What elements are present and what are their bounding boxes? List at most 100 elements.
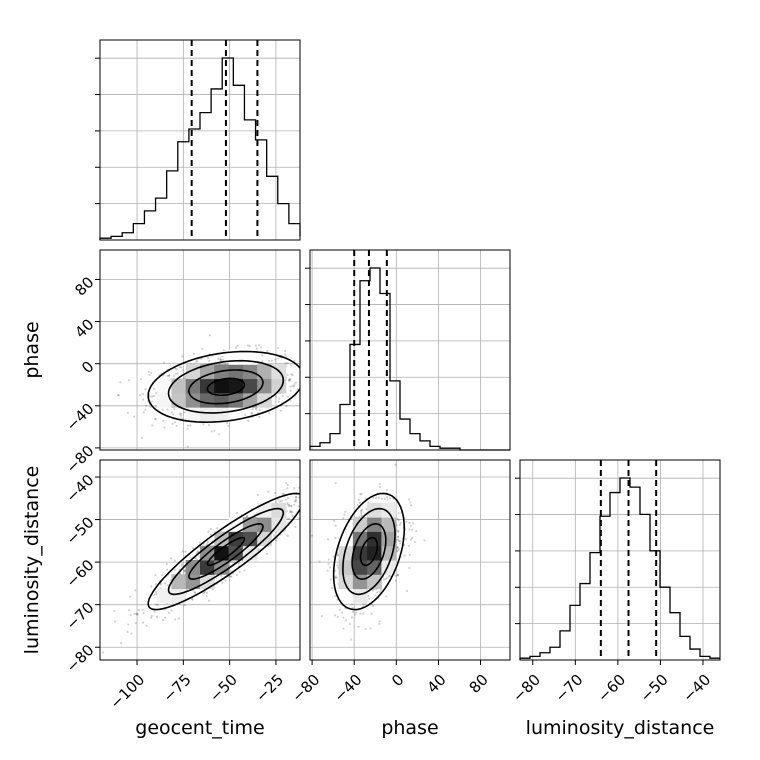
sample-point bbox=[261, 354, 264, 357]
sample-point bbox=[360, 512, 363, 515]
sample-point bbox=[169, 557, 173, 560]
sample-point bbox=[127, 609, 131, 612]
sample-point bbox=[175, 367, 178, 370]
contour-line bbox=[147, 492, 300, 611]
histogram-bin bbox=[640, 514, 650, 660]
sample-point bbox=[216, 527, 219, 530]
scatter-geocent-time-vs-luminosity-distance bbox=[99, 459, 306, 661]
sample-point bbox=[141, 608, 144, 611]
sample-point bbox=[176, 372, 179, 375]
contour-line bbox=[351, 522, 387, 580]
sample-point bbox=[154, 574, 157, 577]
sample-point bbox=[394, 574, 397, 578]
sample-point bbox=[139, 377, 143, 381]
sample-point bbox=[156, 603, 159, 606]
density-cell bbox=[271, 502, 287, 518]
contour-line bbox=[332, 492, 406, 611]
sample-point bbox=[359, 493, 362, 496]
sample-point bbox=[183, 604, 186, 607]
scatter-phase-vs-luminosity-distance bbox=[309, 459, 511, 661]
sample-point bbox=[383, 497, 386, 500]
sample-point bbox=[119, 381, 122, 384]
histogram-step-phase bbox=[309, 267, 510, 451]
sample-point bbox=[205, 591, 209, 594]
sample-point bbox=[133, 612, 136, 615]
density-cell bbox=[200, 407, 215, 422]
sample-point bbox=[181, 550, 184, 553]
sample-point bbox=[274, 396, 277, 399]
histogram-geocent-time bbox=[95, 39, 301, 241]
sample-point bbox=[397, 530, 400, 533]
sample-point bbox=[149, 616, 153, 619]
histogram-bin bbox=[144, 211, 155, 240]
sample-point bbox=[409, 501, 412, 504]
sample-point bbox=[129, 595, 132, 598]
density-layer bbox=[101, 476, 306, 654]
sample-point bbox=[155, 603, 158, 606]
sample-point bbox=[144, 404, 148, 407]
y-tick-label-phase: 40 bbox=[71, 315, 97, 341]
sample-point bbox=[296, 388, 299, 391]
sample-point bbox=[332, 519, 336, 523]
sample-point bbox=[411, 536, 414, 540]
panel-background bbox=[520, 460, 720, 660]
sample-point bbox=[120, 641, 123, 645]
sample-point bbox=[202, 591, 206, 595]
sample-point bbox=[181, 355, 184, 358]
sample-point bbox=[174, 367, 177, 370]
sample-point bbox=[397, 535, 400, 539]
sample-point bbox=[388, 497, 392, 500]
histogram-bin bbox=[340, 405, 350, 451]
sample-point bbox=[286, 501, 289, 505]
sample-point bbox=[286, 503, 289, 506]
sample-point bbox=[96, 382, 98, 384]
sample-point bbox=[334, 575, 337, 578]
panel-frame bbox=[99, 459, 301, 661]
sample-point bbox=[113, 620, 116, 623]
sample-point bbox=[279, 409, 283, 412]
sample-point bbox=[301, 371, 303, 373]
sample-point bbox=[150, 371, 153, 374]
sample-point bbox=[291, 515, 294, 518]
sample-point bbox=[267, 490, 270, 493]
histogram-bin bbox=[430, 446, 440, 450]
sample-point bbox=[304, 508, 306, 510]
histogram-bin bbox=[660, 587, 670, 660]
sample-point bbox=[207, 599, 211, 602]
sample-point bbox=[256, 493, 259, 497]
sample-point bbox=[126, 411, 129, 414]
sample-point bbox=[378, 620, 381, 623]
sample-point bbox=[153, 593, 156, 596]
histogram-bin bbox=[530, 656, 540, 660]
sample-point bbox=[254, 344, 257, 347]
x-tick-label-phase: −80 bbox=[288, 671, 323, 706]
density-cell bbox=[367, 574, 382, 590]
sample-point bbox=[192, 352, 196, 355]
sample-point bbox=[137, 608, 141, 612]
sample-point bbox=[336, 554, 340, 557]
sample-point bbox=[334, 537, 337, 540]
sample-point bbox=[415, 530, 418, 533]
sample-point bbox=[378, 622, 381, 625]
y-tick-label-phase: −40 bbox=[62, 400, 97, 435]
histogram-bin bbox=[178, 142, 189, 240]
sample-point bbox=[404, 537, 407, 540]
histogram-bin bbox=[560, 631, 570, 660]
sample-point bbox=[173, 408, 176, 411]
sample-point bbox=[161, 408, 164, 411]
sample-point bbox=[334, 595, 337, 598]
sample-point bbox=[338, 608, 341, 611]
x-tick-label-geocent-time: −100 bbox=[106, 671, 148, 713]
sample-point bbox=[254, 407, 257, 410]
density-cell bbox=[338, 560, 354, 575]
sample-point bbox=[251, 412, 254, 415]
sample-point bbox=[238, 570, 241, 574]
histogram-bin bbox=[122, 233, 133, 240]
sample-point bbox=[195, 557, 198, 560]
x-axis-label-phase: phase bbox=[381, 717, 438, 739]
sample-point bbox=[371, 604, 375, 607]
sample-point bbox=[251, 407, 254, 411]
sample-point bbox=[411, 528, 414, 531]
sample-point bbox=[134, 589, 137, 592]
